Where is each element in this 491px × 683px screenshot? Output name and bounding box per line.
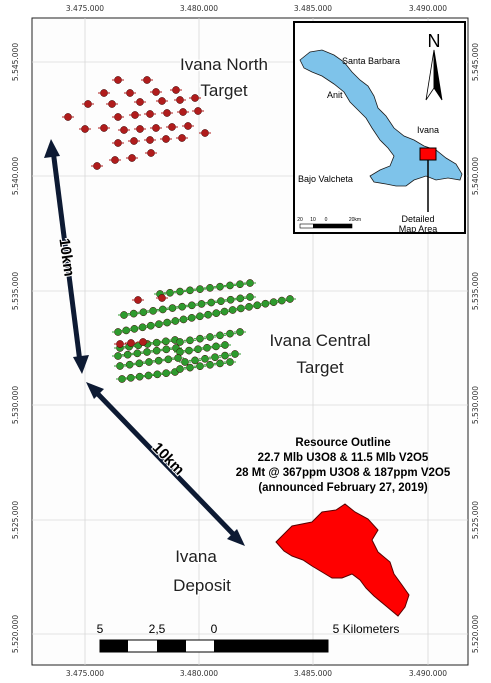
x-tick-bottom-1: 3.475.000	[66, 669, 104, 678]
inset-label-anit: Anit	[327, 90, 343, 100]
inset-scale-bar-segment	[326, 224, 352, 228]
scale-bar-segment	[100, 640, 128, 652]
y-tick-right-1: 5.545.000	[471, 43, 480, 81]
inset-label-ivana: Ivana	[417, 125, 439, 135]
y-tick-left-4: 5.530.000	[11, 386, 20, 424]
y-tick-right-6: 5.520.000	[471, 615, 480, 653]
inset-scale-tick-10: 10	[310, 217, 316, 223]
y-tick-left-5: 5.525.000	[11, 501, 20, 539]
y-tick-right-3: 5.535.000	[471, 272, 480, 310]
y-tick-left-6: 5.520.000	[11, 615, 20, 653]
inset-label-bajo-valcheta: Bajo Valcheta	[298, 174, 353, 184]
deposit-label-line1: Ivana	[175, 547, 217, 566]
inset-location-map: Santa Barbara Anit Ivana Bajo Valcheta D…	[293, 21, 466, 234]
north-target-label-line2: Target	[200, 81, 248, 100]
north-arrow-icon: N	[425, 31, 443, 101]
inset-scale-bar-segment	[313, 224, 326, 228]
ivana-north-drill-holes	[62, 76, 211, 170]
scale-bar-segment	[214, 640, 328, 652]
resource-line2: 22.7 Mlb U3O8 & 11.5 Mlb V2O5	[258, 452, 429, 464]
x-tick-top-2: 3.480.000	[180, 4, 218, 13]
scale-label-5-km: 5 Kilometers	[333, 622, 400, 636]
north-arrow-label: N	[428, 31, 441, 51]
x-tick-top-3: 3.485.000	[294, 4, 332, 13]
resource-title: Resource Outline	[295, 437, 390, 449]
ivana-deposit-resource-outline	[275, 503, 410, 617]
y-tick-left-2: 5.540.000	[11, 157, 20, 195]
x-tick-bottom-4: 3.490.000	[409, 669, 447, 678]
scale-label-0: 0	[211, 622, 218, 636]
resource-line3: 28 Mt @ 367ppm U3O8 & 187ppm V2O5	[236, 467, 451, 479]
x-tick-top-1: 3.475.000	[66, 4, 104, 13]
central-target-label-line1: Ivana Central	[269, 331, 370, 350]
resource-line4: (announced February 27, 2019)	[258, 482, 428, 494]
y-tick-right-2: 5.540.000	[471, 157, 480, 195]
y-tick-right-5: 5.525.000	[471, 501, 480, 539]
inset-label-santa-barbara: Santa Barbara	[342, 56, 400, 66]
inset-scale-tick-20km: 20km	[349, 217, 361, 223]
north-target-label-line1: Ivana North	[180, 55, 268, 74]
inset-scale-tick-20: 20	[297, 217, 303, 223]
inset-detail-label-line1: Detailed	[401, 214, 434, 224]
inset-scale-tick-0: 0	[325, 217, 328, 223]
scale-bar-segment	[157, 640, 186, 652]
scale-label-5: 5	[97, 622, 104, 636]
inset-detail-label-line2: Map Area	[399, 224, 438, 234]
ivana-central-drill-holes	[112, 279, 296, 383]
y-tick-right-4: 5.530.000	[471, 386, 480, 424]
central-target-label-line2: Target	[296, 358, 344, 377]
x-tick-top-4: 3.490.000	[409, 4, 447, 13]
y-tick-left-1: 5.545.000	[11, 43, 20, 81]
x-tick-bottom-2: 3.480.000	[180, 669, 218, 678]
diagonal-distance-arrow	[86, 382, 245, 546]
x-tick-bottom-3: 3.485.000	[294, 669, 332, 678]
deposit-label-line2: Deposit	[173, 576, 231, 595]
y-tick-left-3: 5.535.000	[11, 272, 20, 310]
inset-detail-area-marker	[419, 147, 437, 161]
scale-label-2-5: 2,5	[149, 622, 166, 636]
vertical-distance-arrow	[44, 139, 89, 374]
